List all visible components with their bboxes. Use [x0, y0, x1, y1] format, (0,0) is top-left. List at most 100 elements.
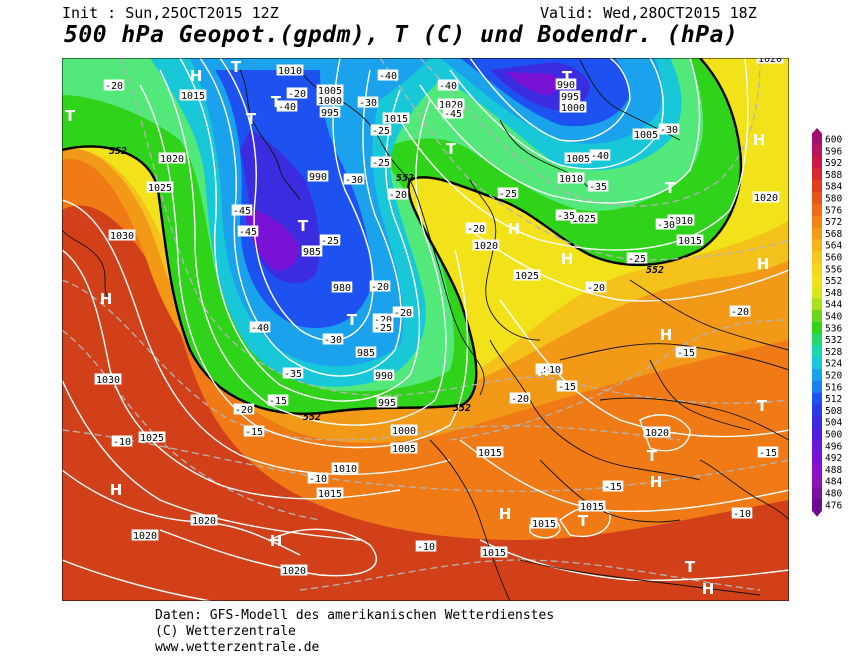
svg-text:1015: 1015	[181, 91, 205, 102]
isobar-label: 1020	[437, 98, 465, 111]
svg-text:985: 985	[303, 247, 321, 258]
chart-title: 500 hPa Geopot.(gpdm), T (C) und Bodendr…	[64, 22, 739, 48]
geopotential-label: 552	[646, 265, 664, 276]
isotherm-label: -45	[442, 107, 464, 120]
high-pressure-marker: H	[100, 290, 113, 308]
color-scale-legend: 6005965925885845805765725685645605565525…	[812, 128, 842, 517]
svg-text:1010: 1010	[559, 174, 583, 185]
isobar-label: 1015	[179, 89, 207, 102]
svg-text:-20: -20	[235, 405, 253, 416]
high-pressure-marker: H	[753, 131, 766, 149]
scale-swatch	[812, 286, 822, 299]
svg-text:1025: 1025	[148, 183, 172, 194]
svg-text:995: 995	[321, 108, 339, 119]
scale-swatch	[812, 227, 822, 240]
svg-text:995: 995	[561, 92, 579, 103]
isotherm-label: -15	[675, 346, 697, 359]
isobar-label: 1020	[158, 152, 186, 165]
high-pressure-marker: H	[650, 473, 663, 491]
scale-swatch	[812, 451, 822, 464]
scale-label: 532	[825, 335, 842, 346]
svg-text:990: 990	[309, 172, 327, 183]
high-pressure-marker: H	[270, 532, 283, 550]
scale-swatch	[812, 439, 822, 453]
svg-text:1005: 1005	[392, 444, 416, 455]
isotherm-label: -20	[369, 280, 391, 293]
svg-text:-40: -40	[278, 102, 296, 113]
scale-swatch	[812, 404, 822, 417]
svg-text:1030: 1030	[110, 231, 134, 242]
low-pressure-marker: T	[271, 93, 282, 111]
svg-text:1005: 1005	[634, 130, 658, 141]
scale-swatch	[812, 428, 822, 441]
isobar-label: 995	[559, 90, 581, 103]
svg-text:1015: 1015	[532, 519, 556, 530]
scale-label: 540	[825, 312, 842, 323]
low-pressure-marker: T	[647, 447, 658, 465]
high-pressure-marker: H	[702, 580, 715, 598]
svg-text:-15: -15	[604, 482, 622, 493]
valid-time: Valid: Wed,28OCT2015 18Z	[540, 4, 757, 22]
credit-website: www.wetterzentrale.de	[155, 640, 320, 655]
isobar-label: 1000	[390, 424, 418, 437]
isotherm-label: -20	[465, 222, 487, 235]
svg-text:1015: 1015	[478, 448, 502, 459]
isobar-label: 1005	[390, 442, 418, 455]
isotherm-label: -20	[103, 79, 125, 92]
scale-label: 580	[825, 194, 842, 205]
scale-bottom-arrow	[812, 510, 822, 517]
scale-swatch	[812, 487, 822, 500]
isobar-label: 1010	[535, 363, 563, 376]
svg-text:-35: -35	[284, 369, 302, 380]
low-pressure-marker: T	[757, 397, 768, 415]
isobar-label: 995	[376, 396, 398, 409]
field-purple	[245, 72, 558, 271]
isotherm-label: -25	[319, 234, 341, 247]
isotherm-label: -35	[587, 180, 609, 193]
scale-label: 512	[825, 394, 842, 405]
isotherm-label: -25	[497, 187, 519, 200]
high-pressure-marker: H	[561, 250, 574, 268]
scale-swatch	[812, 369, 822, 382]
scale-label: 508	[825, 406, 842, 417]
isobar-label: 1020	[472, 239, 500, 252]
svg-text:-20: -20	[105, 81, 123, 92]
svg-text:1030: 1030	[96, 375, 120, 386]
scale-top-arrow	[812, 128, 822, 134]
svg-text:1020: 1020	[282, 566, 306, 577]
svg-text:1015: 1015	[678, 236, 702, 247]
svg-text:1020: 1020	[439, 100, 463, 111]
svg-text:-20: -20	[394, 308, 412, 319]
isotherm-label: -20	[729, 305, 751, 318]
svg-text:1005: 1005	[566, 154, 590, 165]
scale-swatch	[812, 274, 822, 287]
svg-text:1010: 1010	[333, 464, 357, 475]
svg-text:-45: -45	[233, 206, 251, 217]
svg-text:1020: 1020	[474, 241, 498, 252]
scale-swatch	[812, 144, 822, 158]
svg-text:985: 985	[357, 348, 375, 359]
geopotential-label: 552	[303, 412, 321, 423]
scale-swatch	[812, 345, 822, 358]
isobar-label: 1020	[752, 191, 780, 204]
svg-text:1025: 1025	[572, 214, 596, 225]
isobar-label: 1025	[146, 181, 174, 194]
scale-label: 544	[825, 300, 842, 311]
svg-text:-15: -15	[245, 427, 263, 438]
svg-text:1015: 1015	[384, 114, 408, 125]
isobar-label: 1015	[480, 546, 508, 559]
svg-text:980: 980	[333, 283, 351, 294]
isotherm-label: -20	[585, 281, 607, 294]
scale-label: 552	[825, 276, 842, 287]
scale-label: 596	[825, 146, 842, 157]
low-pressure-marker: T	[298, 217, 309, 235]
scale-label: 492	[825, 453, 842, 464]
isotherm-label: -15	[757, 446, 779, 459]
isotherm-label: -35	[555, 209, 577, 222]
isotherm-label: -20	[286, 87, 308, 100]
svg-text:-25: -25	[372, 158, 390, 169]
scale-label: 564	[825, 241, 842, 252]
isotherm-label: -10	[307, 472, 329, 485]
scale-label: 536	[825, 323, 842, 334]
scale-label: 528	[825, 347, 842, 358]
